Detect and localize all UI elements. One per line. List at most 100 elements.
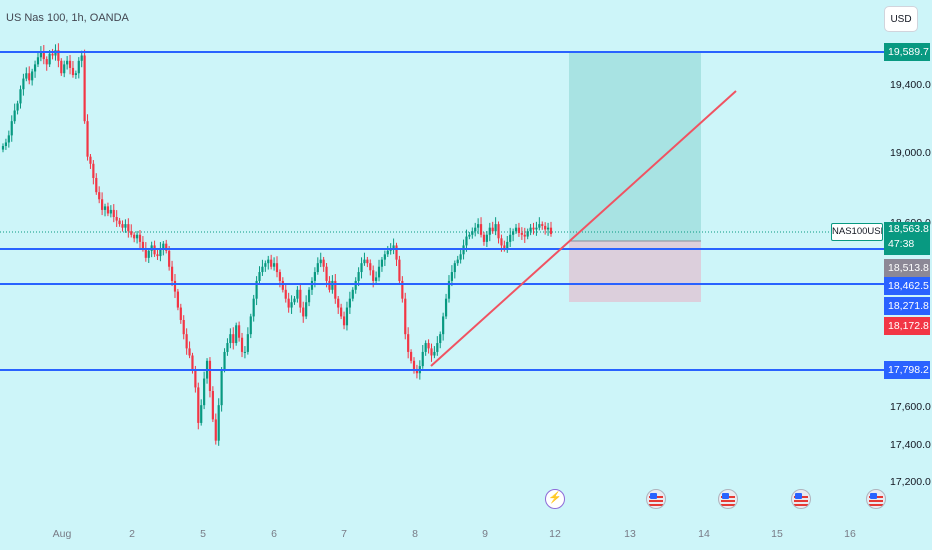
candle-body [357,272,360,281]
candle-body [447,280,451,299]
candle-body [377,266,381,278]
candle-body [133,234,136,239]
candle-body [252,298,255,317]
candle-body [485,234,488,242]
candle-body [450,272,453,281]
level-badge-mid: 18,462.5 [884,277,930,295]
candle-body [4,142,8,147]
candle-body [60,60,63,74]
us-flag-icon[interactable] [791,489,811,509]
candle-body [39,51,42,58]
candle-body [258,272,261,281]
candle-body [168,250,171,267]
candle-body [173,280,177,292]
currency-button[interactable]: USD [884,6,918,32]
candle-body [433,351,436,356]
current-price-value: 18,563.8 [888,223,929,235]
candle-body [92,163,95,178]
candle-body [313,272,316,281]
candle-body [409,351,413,361]
candle-body [340,307,343,317]
candle-body [442,316,445,335]
price-tick: 19,000.0 [890,147,931,159]
current-price-badge: 18,563.8 47:38 [884,222,930,255]
candle-body [444,298,448,317]
candle-body [299,289,302,308]
candle-body [249,316,252,335]
candle-body [453,263,456,273]
candle-body [366,259,369,264]
candle-body [415,369,419,374]
candle-body [203,378,206,406]
candle-body [124,224,127,228]
target-zone[interactable] [569,52,701,241]
candle-body [106,206,110,214]
candle-body [503,245,506,249]
candle-body [214,419,217,441]
candle-body [546,227,550,230]
candle-body [197,387,200,423]
us-flag-icon[interactable] [718,489,738,509]
candle-body [526,231,529,237]
candle-body [211,390,214,420]
candle-body [144,248,147,258]
candle-body [334,280,337,299]
stop-zone[interactable] [569,241,701,302]
candle-body [319,259,322,264]
candle-body [170,266,174,281]
candle-body [395,245,398,260]
candles-group [1,43,553,446]
candle-body [514,227,518,232]
candle-body [354,280,357,290]
candle-body [63,64,66,74]
candle-body [98,192,101,200]
candle-body [500,238,503,246]
candle-body [482,234,486,242]
candle-body [544,225,547,230]
candle-body [293,298,296,303]
candle-body [325,266,328,281]
candle-body [267,259,270,264]
candle-body [529,227,532,232]
trendline[interactable] [430,90,737,367]
candle-body [223,351,226,370]
candle-body [156,254,159,257]
level-badge-top: 19,589.7 [884,43,930,61]
candle-body [10,121,13,136]
candle-body [517,227,521,234]
candle-body [538,224,541,228]
candle-body [549,227,553,235]
candle-body [281,280,284,290]
candle-body [235,325,238,344]
candle-body [101,199,104,210]
candle-body [141,241,145,249]
candle-body [430,348,433,356]
candle-body [509,234,512,242]
candle-body [401,280,404,299]
candle-body [284,289,287,299]
candle-body [264,263,267,267]
candle-body [165,243,168,251]
entry-badge: 18,513.8 [884,259,930,277]
candle-body [392,245,395,249]
candle-body [176,291,179,308]
price-tick: 19,400.0 [890,79,931,91]
candle-body [22,78,25,90]
candle-body [130,231,133,235]
us-flag-icon[interactable] [646,489,666,509]
lightning-icon[interactable]: ⚡ [545,489,565,509]
candle-body [162,243,165,249]
candle-body [115,217,118,221]
candle-body [345,307,349,326]
candle-body [272,263,276,267]
candle-body [380,259,384,267]
candle-body [16,103,19,111]
candle-body [200,405,203,423]
time-tick: 7 [341,528,347,540]
us-flag-icon[interactable] [866,489,886,509]
candle-body [342,316,346,326]
candle-body [103,206,107,210]
candle-body [66,60,69,65]
candle-body [36,57,40,65]
